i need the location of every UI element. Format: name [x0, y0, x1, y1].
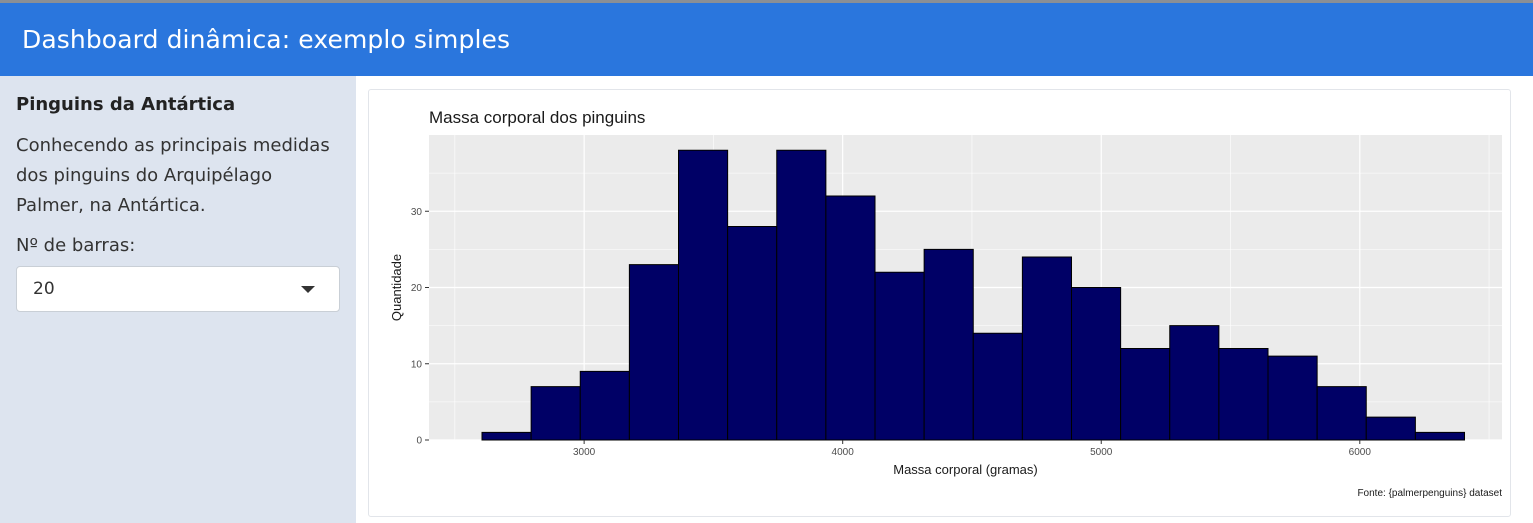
dashboard-title: Dashboard dinâmica: exemplo simples: [22, 25, 511, 54]
histogram-bar: [1218, 348, 1269, 441]
x-tick-label: 4000: [832, 447, 855, 458]
histogram-chart: Massa corporal dos pinguins Quantidade M…: [389, 108, 1502, 499]
y-tick-label: 20: [411, 283, 423, 294]
x-tick-label: 3000: [573, 447, 596, 458]
y-tick-label: 10: [411, 359, 423, 370]
histogram-bar: [1365, 416, 1416, 441]
plot-card: Massa corporal dos pinguins Quantidade M…: [368, 89, 1511, 517]
histogram-bar: [825, 195, 876, 441]
histogram-bar: [628, 264, 680, 441]
sidebar-heading: Pinguins da Antártica: [16, 94, 236, 115]
histogram-bar: [1021, 256, 1073, 441]
x-tick-label: 5000: [1090, 447, 1113, 458]
histogram-bar: [579, 370, 630, 441]
histogram-bar: [678, 149, 729, 441]
main-panel: Massa corporal dos pinguins Quantidade M…: [356, 76, 1533, 523]
histogram-bar: [972, 332, 1023, 441]
histogram-bar: [1316, 386, 1367, 441]
y-axis-label: Quantidade: [389, 254, 404, 321]
sidebar-description: Conhecendo as principais medidas dos pin…: [16, 135, 330, 216]
y-tick-label: 30: [411, 207, 423, 218]
chart-caption: Fonte: {palmerpenguins} dataset: [1357, 488, 1502, 499]
caret-down-icon: [301, 286, 315, 293]
histogram-bar: [1414, 431, 1466, 441]
navbar: Dashboard dinâmica: exemplo simples: [0, 3, 1533, 76]
histogram-bar: [923, 248, 974, 441]
window-top-border: [0, 0, 1533, 3]
histogram-bar: [1169, 325, 1220, 441]
bins-label: Nº de barras:: [16, 235, 136, 256]
histogram-bar: [874, 271, 925, 441]
x-axis-label: Massa corporal (gramas): [893, 462, 1038, 477]
histogram-bar: [1120, 348, 1171, 441]
histogram-bar: [1267, 355, 1318, 441]
y-tick-label: 0: [416, 436, 422, 447]
bins-select[interactable]: 20: [16, 266, 340, 312]
histogram-bar: [727, 226, 778, 441]
histogram-bar: [1071, 287, 1122, 441]
histogram-bar: [530, 386, 581, 441]
x-tick-label: 6000: [1349, 447, 1372, 458]
bins-select-value: 20: [33, 279, 55, 299]
sidebar-panel: Pinguins da Antártica Conhecendo as prin…: [0, 76, 356, 523]
histogram-bar: [776, 149, 827, 441]
chart-title: Massa corporal dos pinguins: [429, 108, 645, 127]
histogram-bar: [481, 431, 532, 441]
